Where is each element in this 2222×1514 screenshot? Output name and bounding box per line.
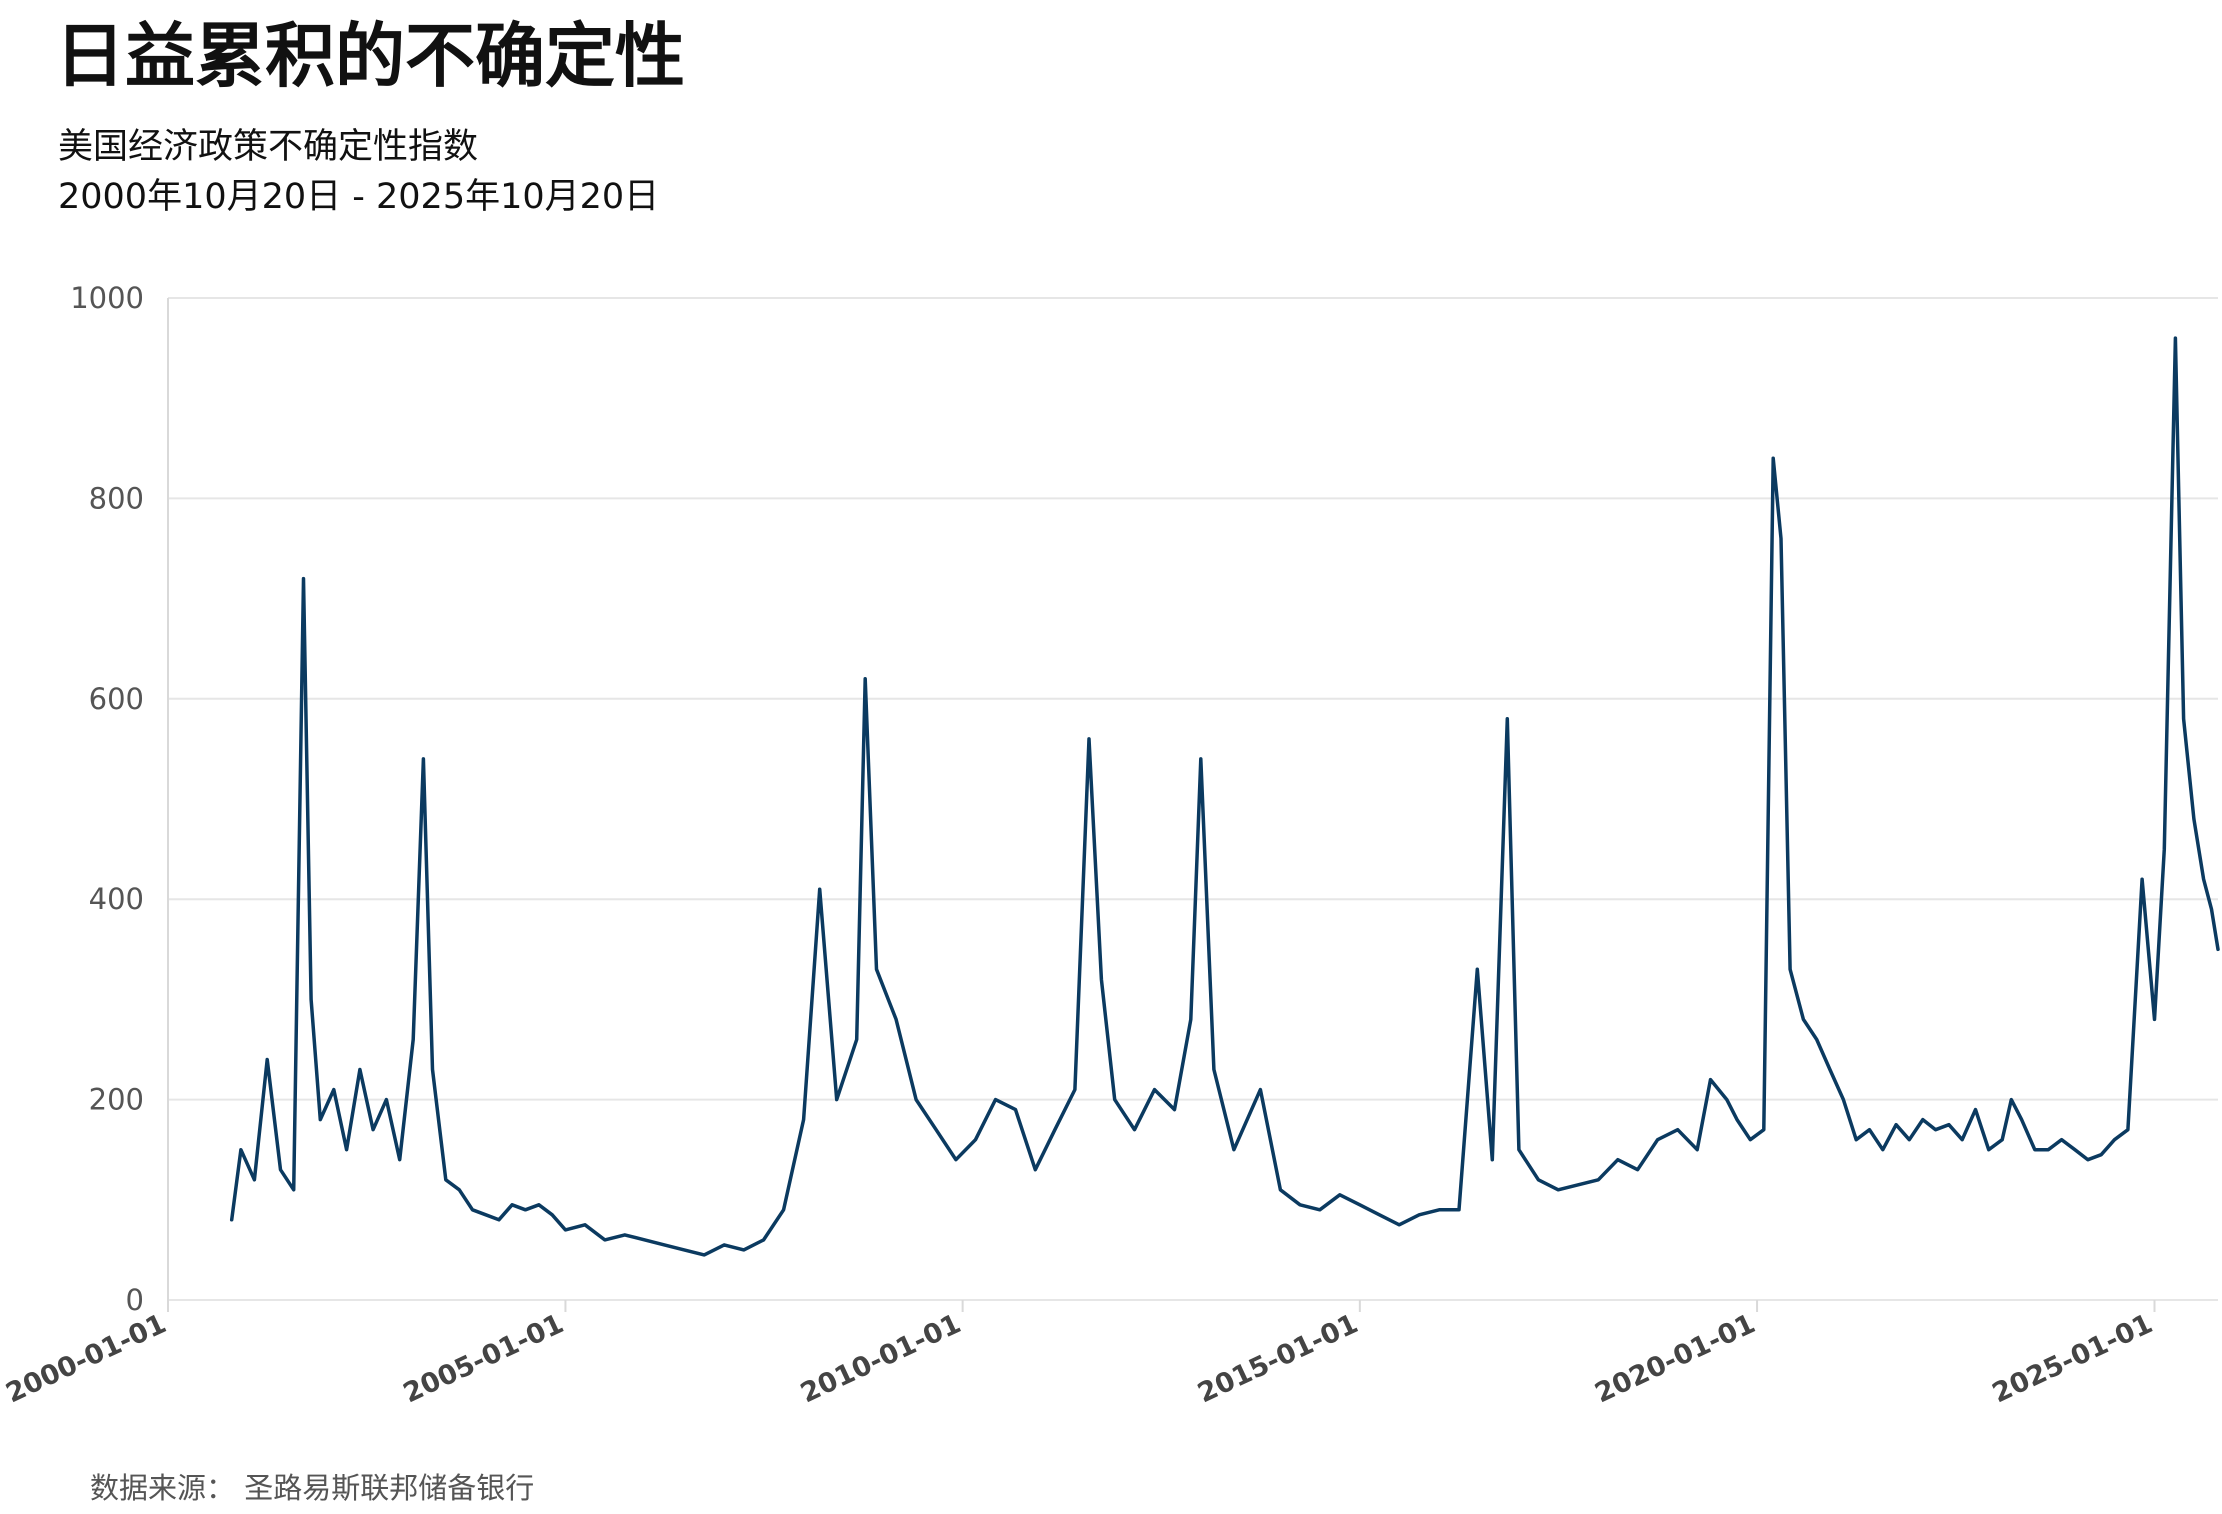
chart-subtitle: 美国经济政策不确定性指数	[58, 127, 479, 167]
data-source-note: 数据来源： 圣路易斯联邦储备银行	[90, 1471, 535, 1505]
x-tick-label: 2025-01-01	[1988, 1308, 2158, 1409]
y-tick-label: 0	[126, 1283, 144, 1317]
chart-title: 日益累积的不确定性	[55, 15, 685, 97]
y-tick-label: 400	[89, 882, 144, 916]
series-line	[229, 336, 2220, 1257]
x-tick-label: 2010-01-01	[796, 1308, 966, 1409]
x-tick-label: 2005-01-01	[399, 1308, 569, 1409]
chart-date-range: 2000年10月20日 - 2025年10月20日	[58, 177, 660, 217]
y-tick-label: 1000	[70, 281, 144, 315]
y-tick-label: 200	[89, 1083, 144, 1117]
x-tick-label: 2020-01-01	[1590, 1308, 1760, 1409]
x-tick-label: 2000-01-01	[1, 1308, 171, 1409]
y-tick-label: 600	[89, 682, 144, 716]
x-tick-label: 2015-01-01	[1193, 1308, 1363, 1409]
y-tick-label: 800	[89, 481, 144, 515]
